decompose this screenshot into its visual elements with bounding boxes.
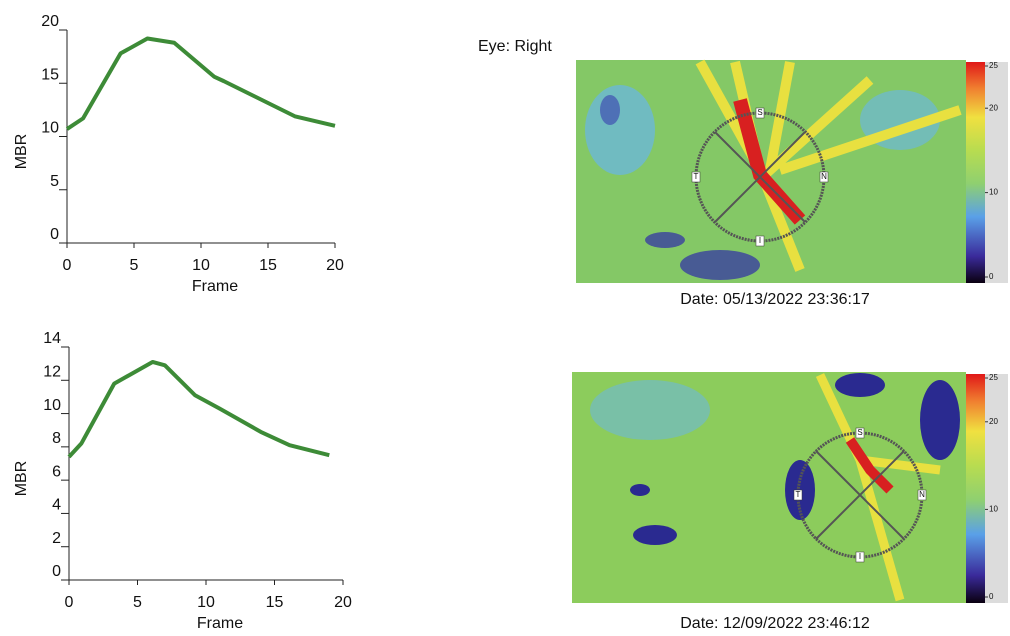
y-tick-label: 6	[52, 463, 61, 480]
colorbar-label: 10	[989, 505, 998, 514]
y-tick-label: 14	[43, 330, 61, 347]
y-tick-label: 5	[50, 173, 59, 190]
y-tick-label: 10	[41, 120, 59, 137]
y-axis-label: MBR	[13, 134, 30, 170]
colorbar-label: 25	[989, 61, 998, 70]
eye-label: Eye: Right	[478, 38, 552, 55]
data-line	[65, 36, 336, 131]
sector-marker	[855, 551, 865, 563]
sector-label: S	[757, 108, 762, 117]
data-line	[67, 359, 330, 459]
colorbar-label: 20	[989, 103, 998, 112]
x-tick-label: 0	[65, 594, 74, 611]
sector-marker	[917, 489, 927, 501]
y-tick-label: 10	[43, 397, 61, 414]
heatmap-image	[572, 372, 1008, 603]
sector-marker	[793, 489, 803, 501]
sector-label: N	[919, 490, 925, 499]
y-tick-label: 15	[41, 66, 59, 83]
y-tick-label: 8	[52, 430, 61, 447]
sector-label: I	[859, 552, 861, 561]
x-tick-label: 15	[259, 257, 277, 274]
image-date: Date: 05/13/2022 23:36:17	[680, 291, 870, 308]
colorbar-label: 0	[989, 272, 994, 281]
y-tick-label: 12	[43, 364, 61, 381]
heatmap-image	[576, 59, 1008, 283]
y-tick-label: 20	[41, 13, 59, 30]
y-tick-label: 2	[52, 530, 61, 547]
sector-marker	[755, 235, 765, 247]
colorbar-label: 0	[989, 592, 994, 601]
x-tick-label: 15	[266, 594, 284, 611]
sector-marker	[819, 171, 829, 183]
y-tick-label: 0	[50, 226, 59, 243]
y-tick-label: 0	[52, 563, 61, 580]
x-tick-label: 5	[130, 257, 139, 274]
sector-label: T	[796, 490, 801, 499]
colorbar-label: 10	[989, 188, 998, 197]
image-date: Date: 12/09/2022 23:46:12	[680, 615, 870, 632]
x-tick-label: 20	[326, 257, 344, 274]
y-axis-label: MBR	[13, 461, 30, 497]
x-axis-label: Frame	[192, 278, 238, 295]
x-tick-label: 0	[63, 257, 72, 274]
x-tick-label: 5	[133, 594, 142, 611]
x-axis-label: Frame	[197, 615, 243, 632]
x-tick-label: 10	[192, 257, 210, 274]
sector-label: T	[694, 172, 699, 181]
sector-label: S	[857, 428, 862, 437]
sector-label: I	[759, 236, 761, 245]
colorbar-label: 25	[989, 373, 998, 382]
sector-marker	[691, 171, 701, 183]
x-tick-label: 20	[334, 594, 352, 611]
colorbar-label: 20	[989, 417, 998, 426]
sector-marker	[755, 107, 765, 119]
sector-marker	[855, 427, 865, 439]
sector-label: N	[821, 172, 827, 181]
y-tick-label: 4	[52, 497, 61, 514]
x-tick-label: 10	[197, 594, 215, 611]
